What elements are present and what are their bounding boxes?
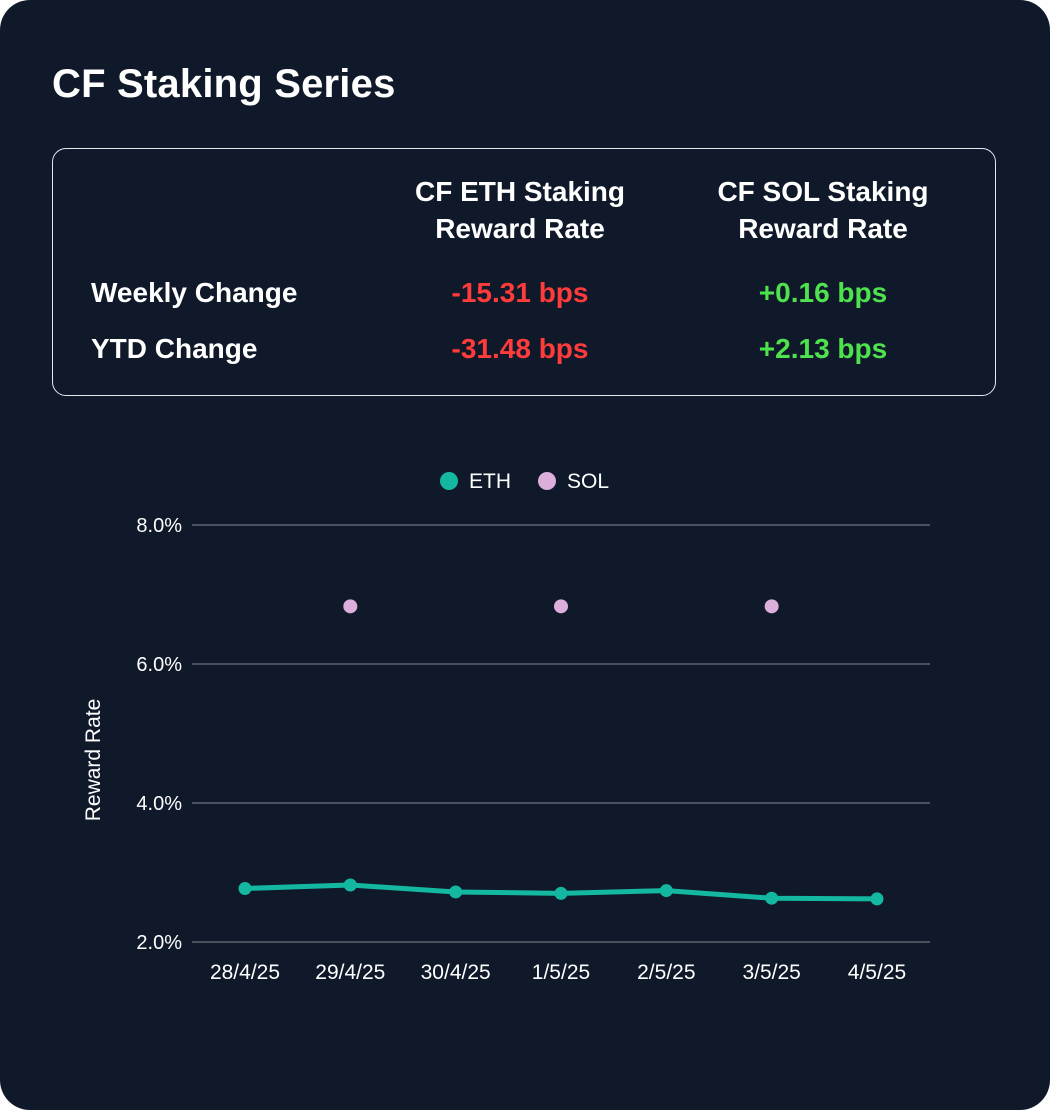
summary-table: CF ETH Staking Reward Rate CF SOL Stakin… [52,148,996,396]
eth-point [765,891,779,905]
column-header-eth-line-2: Reward Rate [435,213,605,244]
legend-label-eth: ETH [469,470,511,493]
sol-point [343,599,358,614]
ytd-change-sol: +2.13 bps [758,333,888,364]
eth-point [870,892,884,906]
x-tick-label: 30/4/25 [421,961,491,984]
column-header-sol-line-1: CF SOL Staking [717,176,929,207]
y-tick-label: 8.0% [136,515,182,537]
x-tick-label: 1/5/25 [532,961,590,984]
eth-point [659,884,673,898]
y-tick-label: 4.0% [136,793,182,815]
y-tick-label: 2.0% [136,932,182,954]
row-label-weekly: Weekly Change [91,277,298,308]
legend-marker-sol [538,472,556,490]
ytd-change-eth: -31.48 bps [451,333,589,364]
y-tick-label: 6.0% [136,654,182,676]
legend-label-sol: SOL [567,470,609,493]
column-header-sol: CF SOL Staking Reward Rate [673,173,973,247]
eth-point [449,885,463,899]
eth-point [343,878,357,892]
sol-point [554,599,568,614]
column-header-eth: CF ETH Staking Reward Rate [370,173,670,247]
column-header-eth-line-1: CF ETH Staking [414,176,625,207]
x-tick-label: 2/5/25 [637,961,695,984]
x-tick-label: 3/5/25 [742,961,800,984]
x-tick-label: 28/4/25 [210,961,280,984]
eth-point [554,886,568,900]
y-axis-label: Reward Rate [82,699,105,822]
sol-point [764,599,779,614]
row-label-ytd: YTD Change [91,333,258,364]
column-header-sol-line-2: Reward Rate [738,213,908,244]
x-tick-label: 29/4/25 [315,961,385,984]
eth-point [238,881,252,895]
weekly-change-sol: +0.16 bps [758,277,888,308]
x-tick-label: 4/5/25 [848,961,906,984]
legend-marker-eth [440,472,458,490]
weekly-change-eth: -15.31 bps [451,277,589,308]
page-title: CF Staking Series [52,62,396,106]
